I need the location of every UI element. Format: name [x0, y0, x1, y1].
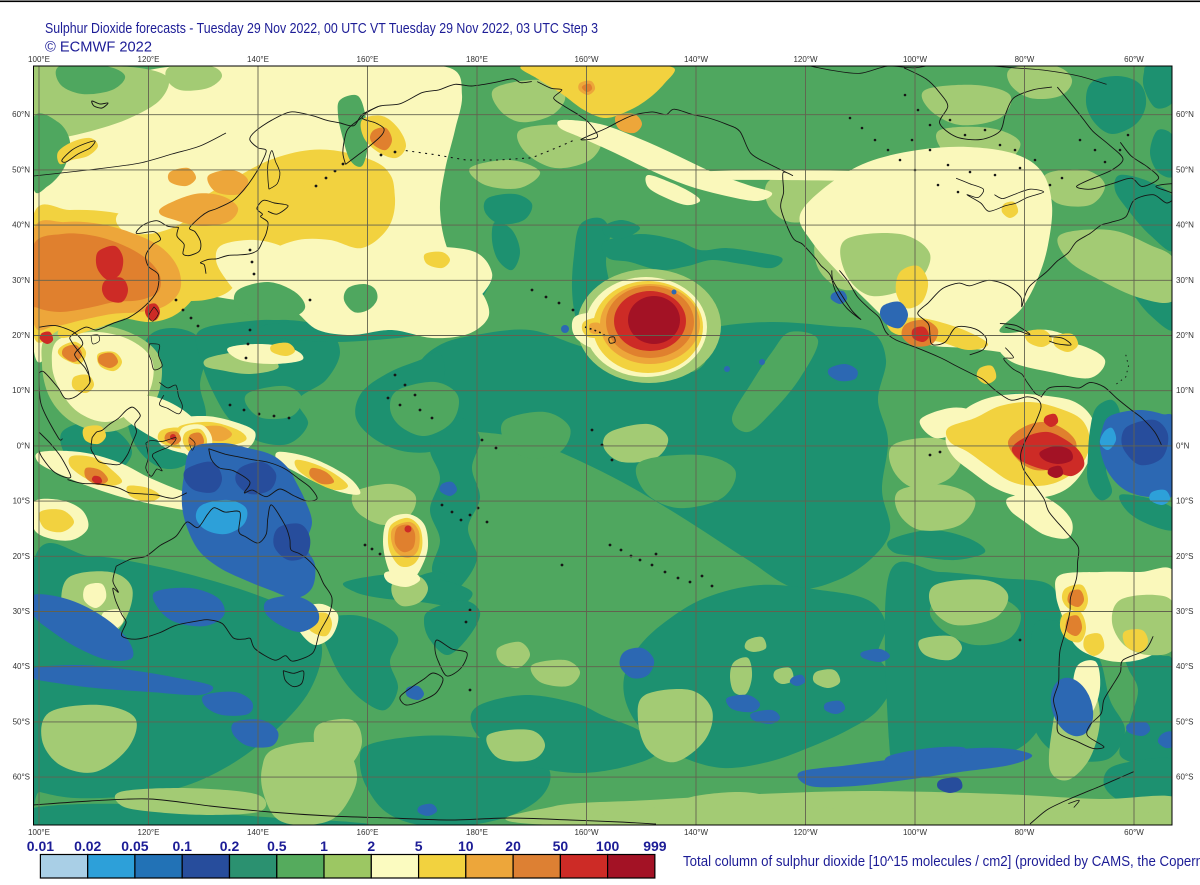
svg-text:10: 10 — [458, 838, 474, 854]
svg-text:0°N: 0°N — [17, 441, 31, 450]
svg-text:20°S: 20°S — [1176, 552, 1193, 561]
svg-text:100°W: 100°W — [903, 828, 928, 837]
svg-text:40°S: 40°S — [13, 662, 30, 671]
svg-text:100°E: 100°E — [28, 828, 50, 837]
svg-text:80°W: 80°W — [1015, 828, 1035, 837]
svg-text:140°W: 140°W — [684, 55, 709, 64]
svg-text:180°E: 180°E — [466, 828, 488, 837]
svg-text:10°N: 10°N — [1176, 386, 1194, 395]
svg-text:40°N: 40°N — [1176, 221, 1194, 230]
svg-text:© ECMWF 2022: © ECMWF 2022 — [45, 39, 152, 56]
svg-text:80°W: 80°W — [1015, 55, 1035, 64]
svg-text:10°S: 10°S — [13, 497, 30, 506]
svg-text:140°E: 140°E — [247, 828, 269, 837]
svg-text:160°W: 160°W — [574, 828, 599, 837]
svg-text:0.01: 0.01 — [27, 838, 54, 854]
svg-text:160°E: 160°E — [357, 828, 379, 837]
svg-text:120°W: 120°W — [793, 55, 818, 64]
svg-text:30°S: 30°S — [13, 607, 30, 616]
svg-text:120°W: 120°W — [793, 828, 818, 837]
svg-text:60°S: 60°S — [13, 773, 30, 782]
svg-text:50: 50 — [553, 838, 569, 854]
svg-text:0.5: 0.5 — [267, 838, 287, 854]
svg-text:60°N: 60°N — [12, 110, 30, 119]
svg-text:5: 5 — [415, 838, 423, 854]
svg-text:60°W: 60°W — [1124, 55, 1144, 64]
svg-text:10°S: 10°S — [1176, 497, 1193, 506]
svg-text:0.05: 0.05 — [121, 838, 148, 854]
svg-text:100: 100 — [596, 838, 620, 854]
svg-text:30°N: 30°N — [1176, 276, 1194, 285]
svg-text:20°N: 20°N — [1176, 331, 1194, 340]
svg-text:999: 999 — [643, 838, 667, 854]
svg-text:20: 20 — [505, 838, 521, 854]
svg-text:0.2: 0.2 — [220, 838, 240, 854]
svg-text:100°W: 100°W — [903, 55, 928, 64]
svg-text:Sulphur Dioxide forecasts - Tu: Sulphur Dioxide forecasts - Tuesday 29 N… — [45, 20, 598, 37]
svg-text:120°E: 120°E — [138, 55, 160, 64]
svg-text:0°N: 0°N — [1176, 441, 1190, 450]
svg-text:30°N: 30°N — [12, 276, 30, 285]
svg-text:Total column of sulphur dioxid: Total column of sulphur dioxide [10^15 m… — [683, 853, 1200, 870]
svg-text:140°W: 140°W — [684, 828, 709, 837]
svg-text:10°N: 10°N — [12, 386, 30, 395]
svg-text:50°S: 50°S — [1176, 717, 1193, 726]
svg-text:100°E: 100°E — [28, 55, 50, 64]
svg-text:2: 2 — [367, 838, 375, 854]
svg-text:60°N: 60°N — [1176, 110, 1194, 119]
svg-text:50°N: 50°N — [12, 165, 30, 174]
svg-text:1: 1 — [320, 838, 328, 854]
svg-text:0.1: 0.1 — [172, 838, 192, 854]
svg-text:50°N: 50°N — [1176, 165, 1194, 174]
svg-text:60°W: 60°W — [1124, 828, 1144, 837]
svg-text:60°S: 60°S — [1176, 773, 1193, 782]
svg-text:40°N: 40°N — [12, 221, 30, 230]
svg-text:120°E: 120°E — [138, 828, 160, 837]
svg-text:20°S: 20°S — [13, 552, 30, 561]
svg-text:50°S: 50°S — [13, 717, 30, 726]
svg-text:0.02: 0.02 — [74, 838, 101, 854]
svg-text:20°N: 20°N — [12, 331, 30, 340]
svg-text:40°S: 40°S — [1176, 662, 1193, 671]
svg-text:180°E: 180°E — [466, 55, 488, 64]
svg-text:160°E: 160°E — [357, 55, 379, 64]
svg-text:30°S: 30°S — [1176, 607, 1193, 616]
svg-text:160°W: 160°W — [574, 55, 599, 64]
svg-text:140°E: 140°E — [247, 55, 269, 64]
